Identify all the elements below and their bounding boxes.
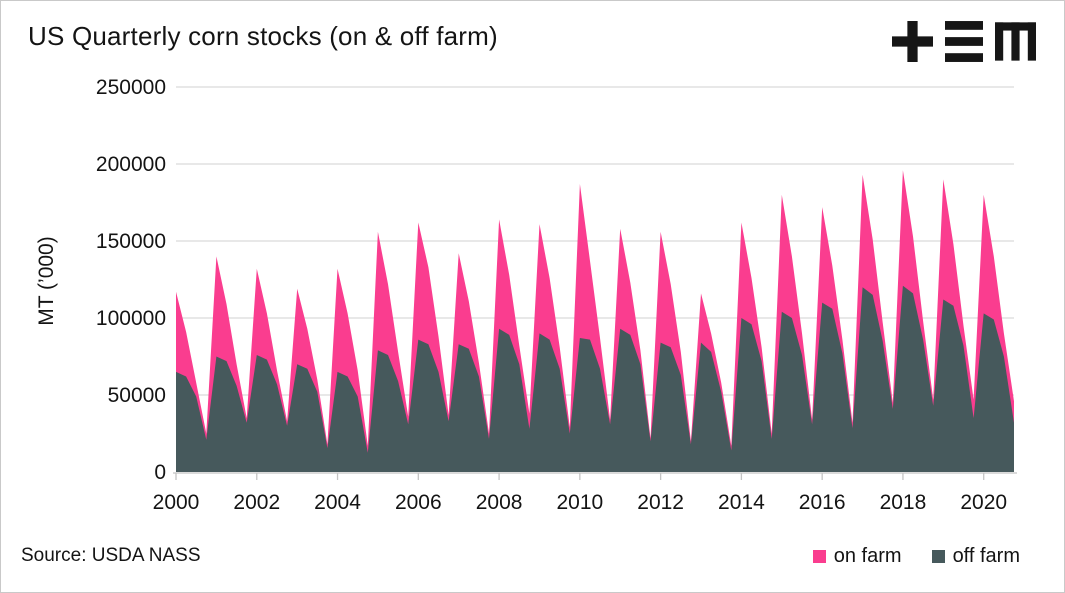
x-tick-label: 2018 bbox=[880, 491, 927, 514]
legend-swatch-on-farm bbox=[812, 549, 826, 563]
triple-bar-icon bbox=[945, 20, 983, 63]
m-icon bbox=[995, 20, 1036, 63]
footer-row: Source: USDA NASS on farm off farm bbox=[1, 539, 1064, 573]
legend: on farm off farm bbox=[812, 544, 1020, 568]
x-tick-label: 2012 bbox=[637, 491, 684, 514]
x-tick-label: 2014 bbox=[718, 491, 765, 514]
plus-icon bbox=[892, 20, 933, 63]
tem-logo bbox=[892, 20, 1036, 63]
x-tick-label: 2010 bbox=[556, 491, 603, 514]
legend-label-on-farm: on farm bbox=[833, 544, 902, 567]
legend-item-off-farm: off farm bbox=[931, 544, 1020, 568]
x-tick-label: 2006 bbox=[395, 491, 442, 514]
legend-item-on-farm: on farm bbox=[812, 544, 902, 568]
y-tick-label: 250000 bbox=[96, 76, 166, 99]
x-tick-label: 2004 bbox=[314, 491, 361, 514]
chart-title: US Quarterly corn stocks (on & off farm) bbox=[28, 21, 498, 51]
x-tick-label: 2002 bbox=[233, 491, 280, 514]
y-tick-label: 200000 bbox=[96, 153, 166, 176]
area-off-farm bbox=[176, 285, 1014, 472]
x-tick-label: 2016 bbox=[799, 491, 846, 514]
x-tick-label: 2000 bbox=[153, 491, 200, 514]
source-label: Source: USDA NASS bbox=[21, 545, 201, 566]
legend-swatch-off-farm bbox=[931, 549, 945, 563]
x-tick-label: 2008 bbox=[476, 491, 523, 514]
y-axis-title: MT (’000) bbox=[35, 236, 58, 326]
x-tick-label: 2020 bbox=[960, 491, 1007, 514]
y-tick-label: 150000 bbox=[96, 230, 166, 253]
y-tick-label: 100000 bbox=[96, 307, 166, 330]
y-tick-label: 0 bbox=[154, 461, 166, 484]
legend-label-off-farm: off farm bbox=[952, 544, 1020, 567]
y-tick-label: 50000 bbox=[108, 384, 166, 407]
